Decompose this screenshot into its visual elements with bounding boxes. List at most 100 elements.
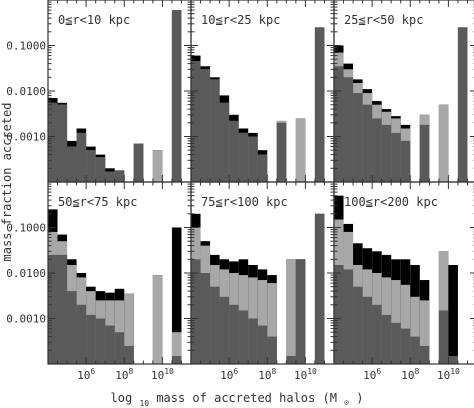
panel-1-bar-2-dark <box>57 104 68 182</box>
xtick-label-exp: 8 <box>128 367 133 376</box>
xtick-label-exp: 6 <box>233 367 238 376</box>
panel-2-bar-4-dark <box>219 102 230 182</box>
x-axis-label-sub: 10 <box>139 399 149 408</box>
panel-4-bar-3-dark <box>67 291 77 364</box>
panel-6-bar-8-light <box>400 284 411 364</box>
panel-4-bar-1-dark <box>48 254 58 364</box>
panel-5-bar-9-dark <box>267 336 277 364</box>
panel-5-bar-7-dark <box>248 318 258 364</box>
panel-1-ytick-label: 0.0100 <box>6 85 46 98</box>
panel-5-bar-8-dark <box>257 325 268 364</box>
x-axis-label-log: log <box>111 391 133 405</box>
panel-4-ytick-label: 0.1000 <box>6 222 46 235</box>
panel-5-bar-9-light <box>267 283 277 364</box>
panel-3-bar-5-dark <box>372 118 382 182</box>
panel-6-xtick-label: 106 <box>363 367 381 382</box>
x-axis-label-end: ) <box>356 391 363 405</box>
panel-4-bar-7-dark <box>105 325 115 364</box>
panel-2-bar-7-dark <box>248 136 258 182</box>
panel-1-title: 0≦r<10 kpc <box>58 13 130 27</box>
panel-4-xtick-label: 1010 <box>151 367 174 382</box>
panel-3-bar-1-dark <box>334 66 344 182</box>
panel-5-bar-8-light <box>257 280 268 364</box>
panel-6-bar-10-light <box>419 300 430 364</box>
panel-4-bar-9-light <box>124 293 134 364</box>
panel-2-bar-9-dark <box>276 122 287 182</box>
xtick-label-base: 10 <box>294 369 307 382</box>
panel-4-bar-2-dark <box>57 254 68 364</box>
panel-5-bar-10-light <box>286 259 296 364</box>
panel-3-bar-11-dark <box>457 27 468 182</box>
panel-1-ytick-label: 0.0010 <box>6 131 46 144</box>
panel-5-bar-10-dark <box>286 355 296 364</box>
panel-5-bar-3-dark <box>210 286 220 364</box>
panel-6-bar-1-dark <box>334 264 344 364</box>
panel-5-bar-2-dark <box>200 273 211 364</box>
xtick-label-exp: 8 <box>414 367 419 376</box>
panel-2-bar-6-dark <box>238 132 249 182</box>
panel-4-bar-11-black <box>171 227 182 364</box>
panel-1-bar-7-dark <box>105 171 115 182</box>
xtick-label-exp: 10 <box>164 367 174 376</box>
panel-5-bar-4-dark <box>219 296 230 364</box>
y-axis-label: mass fraction accreted <box>0 103 14 262</box>
panel-6-bar-12-black <box>448 264 458 364</box>
panel-6-bar-7-dark <box>391 322 401 364</box>
x-axis-label-sun: ⊙ <box>344 398 349 407</box>
panel-6-bar-9-dark <box>410 336 420 364</box>
panel-4-bar-11-dark <box>171 355 182 364</box>
xtick-label-exp: 6 <box>90 367 95 376</box>
panel-1-bar-8-dark <box>114 170 125 182</box>
panel-4-bar-5-dark <box>86 314 96 364</box>
panel-3-bar-8-dark <box>400 140 411 182</box>
panel-2-bar-11-dark <box>314 27 325 182</box>
panel-5-bar-11-dark <box>295 259 306 364</box>
panels-group: 0≦r<10 kpc 0.1000 0.0100 0.0010 10≦r<25 kpc 2… <box>6 0 474 382</box>
xtick-label-exp: 8 <box>271 367 276 376</box>
panel-3-bar-3-dark <box>353 93 363 182</box>
panel-1-bar-9-dark <box>133 143 144 182</box>
panel-4-xtick-label: 106 <box>77 367 95 382</box>
panel-4-bar-6-dark <box>95 318 106 364</box>
panel-5-title: 75≦r<100 kpc <box>201 195 288 209</box>
xtick-label-base: 10 <box>258 369 271 382</box>
xtick-label-base: 10 <box>77 369 90 382</box>
xtick-label-base: 10 <box>220 369 233 382</box>
panel-6-bar-11-light <box>438 251 449 364</box>
xtick-label-base: 10 <box>437 369 450 382</box>
panel-3-bar-7-dark <box>391 132 401 182</box>
panel-3-bar-4-dark <box>362 104 373 182</box>
panel-3-bar-2-dark <box>343 77 354 182</box>
panel-6-bar-10-dark <box>419 345 430 364</box>
panel-1-ytick-label: 0.1000 <box>6 40 46 53</box>
panel-2-bar-3-dark <box>210 79 220 182</box>
panel-5-xtick-label: 108 <box>258 367 276 382</box>
x-axis-label-text: mass of accreted halos (M <box>156 391 337 405</box>
panel-6-xtick-label: 108 <box>401 367 419 382</box>
panel-6-bar-12-dark <box>448 355 458 364</box>
panel-2-bar-10-light <box>295 118 306 182</box>
panel-1-bar-6-dark <box>95 157 106 182</box>
panel-6-bar-5-dark <box>372 304 382 364</box>
xtick-label-base: 10 <box>115 369 128 382</box>
panel-4-bar-4-dark <box>76 304 87 364</box>
xtick-label-base: 10 <box>363 369 376 382</box>
panel-3-bar-6-dark <box>381 124 392 182</box>
panel-6-bar-3-dark <box>353 286 363 364</box>
panel-4-bar-10-light <box>152 275 163 364</box>
panel-5-bar-5-dark <box>229 304 239 364</box>
panel-4-bar-8-light <box>114 300 125 364</box>
panel-6-bar-2-dark <box>343 269 354 364</box>
xtick-label-base: 10 <box>151 369 164 382</box>
xtick-label-exp: 10 <box>307 367 317 376</box>
panel-2-bar-2-dark <box>200 69 211 182</box>
panel-1-bar-10-light <box>152 150 163 182</box>
panel-4-bar-8-dark <box>114 332 125 364</box>
panel-1-bar-5-dark <box>86 150 96 182</box>
panel-2-bar-5-dark <box>229 120 239 182</box>
panel-3-bar-10-light <box>438 104 449 182</box>
panel-4-bar-9-dark <box>124 345 134 364</box>
panel-5-bar-6-dark <box>238 310 249 364</box>
panel-2-bar-1-dark <box>191 61 201 182</box>
panel-6-bar-7-light <box>391 280 401 364</box>
